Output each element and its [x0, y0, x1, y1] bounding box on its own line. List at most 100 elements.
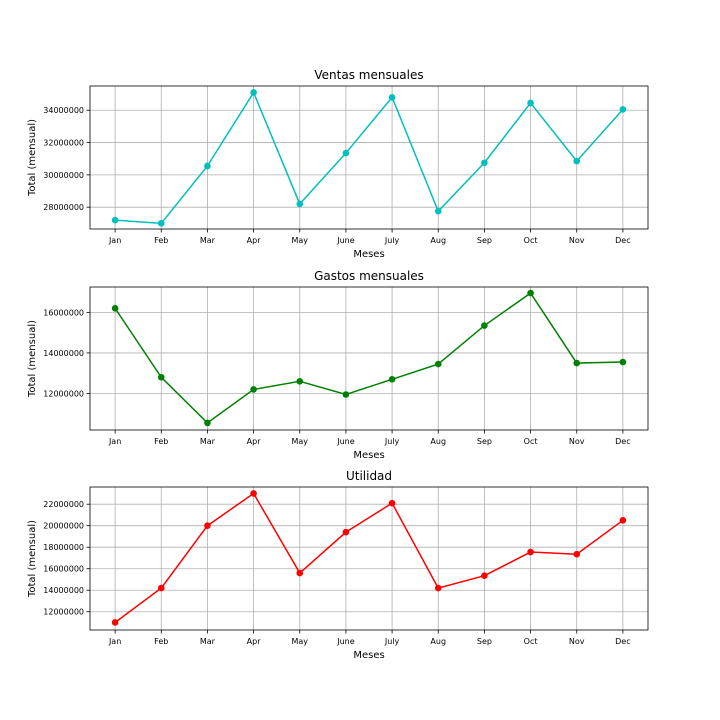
- chart-title: Ventas mensuales: [314, 68, 423, 82]
- x-tick-label: Nov: [569, 236, 585, 245]
- y-tick-label: 18000000: [43, 543, 84, 552]
- data-point: [619, 358, 627, 366]
- y-tick-label: 12000000: [43, 608, 84, 617]
- x-tick-label: Aug: [430, 637, 446, 646]
- plot-area: [90, 487, 648, 630]
- plot-area: [90, 287, 648, 430]
- x-tick-label: Aug: [430, 236, 446, 245]
- data-point: [573, 157, 581, 165]
- y-axis-label: Total (mensual): [27, 320, 38, 398]
- data-point: [111, 619, 119, 626]
- x-tick-label: Nov: [569, 637, 585, 646]
- data-point: [388, 499, 396, 507]
- y-tick-label: 34000000: [43, 106, 84, 115]
- x-tick-label: Dec: [615, 437, 630, 446]
- series-line: [114, 492, 624, 624]
- series-line: [114, 292, 623, 424]
- x-axis-label: Meses: [353, 249, 384, 260]
- y-axis-label: Total (mensual): [27, 520, 38, 598]
- data-point: [342, 149, 350, 157]
- x-axis-label: Meses: [353, 650, 384, 661]
- data-point: [204, 419, 211, 427]
- x-tick-label: Sep: [477, 637, 492, 646]
- data-point: [434, 207, 442, 215]
- y-axis-label: Total (mensual): [27, 119, 38, 197]
- x-tick-label: May: [291, 637, 308, 646]
- x-tick-label: Apr: [247, 437, 262, 446]
- x-tick-label: June: [336, 236, 355, 245]
- data-point: [342, 391, 350, 398]
- x-tick-label: Oct: [524, 637, 538, 646]
- data-point: [157, 220, 165, 227]
- data-point: [481, 159, 488, 167]
- y-tick-label: 32000000: [43, 139, 84, 148]
- data-point: [481, 322, 488, 329]
- y-tick-label: 16000000: [43, 565, 84, 574]
- data-point: [481, 572, 488, 580]
- y-tick-label: 22000000: [43, 500, 84, 509]
- plot-frame: [89, 286, 649, 431]
- x-tick-label: Oct: [524, 437, 538, 446]
- chart-panel-1: Jan Feb Mar Apr May June July Aug Sep Oct Nov Dec 28…: [27, 68, 649, 260]
- data-point: [157, 584, 165, 592]
- x-tick-label: May: [291, 437, 308, 446]
- data-point: [434, 360, 442, 368]
- x-tick-label: June: [336, 637, 355, 646]
- data-point: [573, 550, 581, 558]
- data-point: [619, 106, 627, 113]
- x-tick-label: Jan: [108, 637, 121, 646]
- x-tick-label: Oct: [524, 236, 538, 245]
- data-point: [434, 584, 442, 592]
- y-tick-label: 14000000: [43, 586, 84, 595]
- data-point: [388, 375, 396, 383]
- x-tick-label: Dec: [615, 236, 630, 245]
- x-tick-label: May: [291, 236, 308, 245]
- data-point: [296, 378, 304, 385]
- x-tick-label: July: [384, 236, 400, 245]
- data-point: [204, 522, 211, 530]
- x-tick-label: Jan: [108, 236, 121, 245]
- plot-area: [90, 86, 648, 229]
- x-tick-label: Mar: [200, 437, 216, 446]
- y-tick-label: 20000000: [43, 522, 84, 531]
- data-point: [111, 216, 119, 224]
- x-tick-label: Nov: [569, 437, 585, 446]
- data-point: [342, 528, 350, 536]
- y-tick-label: 14000000: [43, 349, 84, 358]
- x-tick-label: Sep: [477, 236, 492, 245]
- data-point: [527, 99, 534, 107]
- series-line: [115, 90, 624, 225]
- data-point: [250, 386, 257, 393]
- x-tick-label: Apr: [247, 637, 262, 646]
- x-tick-label: July: [384, 637, 400, 646]
- data-point: [111, 304, 119, 312]
- y-tick-label: 28000000: [43, 203, 84, 212]
- x-tick-label: Apr: [247, 236, 262, 245]
- x-tick-label: July: [384, 437, 400, 446]
- x-tick-label: Feb: [154, 236, 168, 245]
- plot-frame: [89, 486, 649, 631]
- data-point: [573, 359, 581, 367]
- data-point: [527, 548, 534, 556]
- data-point: [204, 162, 211, 170]
- y-tick-label: 12000000: [43, 389, 84, 398]
- y-tick-label: 30000000: [43, 171, 84, 180]
- y-tick-label: 16000000: [43, 308, 84, 317]
- x-tick-label: June: [336, 437, 355, 446]
- x-tick-label: Feb: [154, 637, 168, 646]
- chart-panel-3: Jan Feb Mar Apr May June July Aug Sep Oct Nov Dec 12…: [27, 469, 649, 661]
- chart-title: Gastos mensuales: [314, 269, 424, 283]
- x-tick-label: Dec: [615, 637, 630, 646]
- plot-frame: [89, 85, 649, 230]
- chart-panel-2: Jan Feb Mar Apr May June July Aug Sep Oct Nov Dec 12…: [27, 269, 649, 461]
- x-tick-label: Mar: [200, 236, 216, 245]
- data-point: [388, 94, 396, 101]
- data-point: [527, 289, 534, 297]
- x-tick-label: Sep: [477, 437, 492, 446]
- x-tick-label: Mar: [200, 637, 216, 646]
- data-point: [250, 89, 257, 96]
- data-point: [250, 490, 257, 497]
- data-point: [157, 373, 165, 381]
- data-point: [619, 517, 627, 524]
